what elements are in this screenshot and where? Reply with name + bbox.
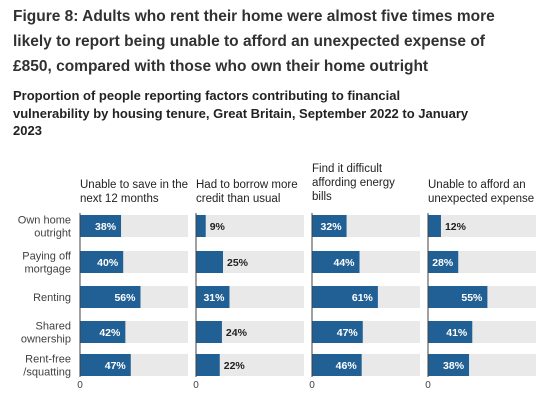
panel-heading: Find it difficult affording energy bills bbox=[312, 163, 395, 203]
category-label-line: mortgage bbox=[25, 264, 71, 276]
data-label: 9% bbox=[210, 221, 226, 233]
panel-heading-line: Had to borrow more bbox=[196, 179, 298, 191]
category-label-line: Shared bbox=[36, 321, 71, 333]
data-label: 42% bbox=[99, 327, 121, 339]
panel-heading: Unable to save in the next 12 months bbox=[80, 179, 188, 205]
category-label-line: Renting bbox=[33, 292, 71, 304]
bar bbox=[80, 286, 141, 308]
category-label: Own home outright bbox=[18, 215, 71, 240]
title-line: likely to report being unable to afford … bbox=[13, 33, 485, 50]
panel-heading-line: unexpected expense bbox=[428, 193, 534, 205]
data-label: 38% bbox=[95, 221, 117, 233]
title-line: Figure 8: Adults who rent their home wer… bbox=[13, 8, 495, 25]
data-label: 22% bbox=[224, 360, 246, 372]
data-label: 41% bbox=[446, 327, 468, 339]
category-label: Renting bbox=[33, 292, 71, 304]
bar bbox=[428, 286, 488, 308]
data-label: 46% bbox=[336, 360, 358, 372]
bar bbox=[196, 215, 206, 237]
data-label: 61% bbox=[352, 292, 374, 304]
panel-heading-line: Find it difficult bbox=[312, 163, 383, 175]
panel-heading-line: bills bbox=[312, 191, 332, 203]
bar bbox=[312, 354, 362, 376]
category-label-line: Rent-free bbox=[25, 354, 71, 366]
bar bbox=[428, 354, 470, 376]
x-tick-label: 0 bbox=[425, 380, 431, 391]
data-label: 28% bbox=[432, 257, 454, 269]
panel-heading-line: credit than usual bbox=[196, 193, 280, 205]
data-label: 12% bbox=[445, 221, 467, 233]
category-label-line: outright bbox=[34, 228, 71, 240]
bar-track bbox=[428, 215, 536, 237]
panel-heading-line: Unable to save in the bbox=[80, 179, 188, 191]
bar-track bbox=[196, 354, 304, 376]
panel-heading-line: next 12 months bbox=[80, 193, 159, 205]
bar bbox=[80, 251, 124, 273]
x-tick-label: 0 bbox=[77, 380, 83, 391]
data-label: 32% bbox=[321, 221, 343, 233]
bar bbox=[312, 215, 347, 237]
category-label-line: /squatting bbox=[23, 367, 71, 379]
subtitle-line: vulnerability by housing tenure, Great B… bbox=[13, 105, 469, 121]
data-label: 47% bbox=[105, 360, 127, 372]
data-label: 56% bbox=[114, 292, 136, 304]
subtitle-line: 2023 bbox=[13, 123, 42, 138]
bar bbox=[196, 251, 223, 273]
bar bbox=[428, 251, 459, 273]
panel-heading: Unable to afford an unexpected expense bbox=[428, 179, 534, 205]
data-label: 25% bbox=[227, 257, 249, 269]
category-label: Paying off mortgage bbox=[22, 251, 72, 276]
x-tick-label: 0 bbox=[309, 380, 315, 391]
bar bbox=[312, 251, 360, 273]
bar bbox=[80, 215, 122, 237]
bar bbox=[312, 321, 363, 343]
category-label-line: Paying off bbox=[22, 251, 72, 263]
bar bbox=[80, 321, 126, 343]
bar-track bbox=[196, 215, 304, 237]
panel-heading-line: Unable to afford an bbox=[428, 179, 526, 191]
subtitle-line: Proportion of people reporting factors c… bbox=[13, 88, 401, 103]
data-label: 38% bbox=[443, 360, 465, 372]
x-tick-label: 0 bbox=[193, 380, 199, 391]
panel-heading: Had to borrow more credit than usual bbox=[196, 179, 298, 205]
bar bbox=[428, 321, 473, 343]
bar bbox=[80, 354, 131, 376]
panel-heading-line: affording energy bbox=[312, 177, 395, 189]
title-line: £850, compared with those who own their … bbox=[13, 58, 429, 75]
category-label-line: Own home bbox=[18, 215, 71, 227]
bar bbox=[196, 286, 230, 308]
chart-title: Figure 8: Adults who rent their home wer… bbox=[13, 4, 543, 79]
data-label: 40% bbox=[97, 257, 119, 269]
bar-track bbox=[196, 321, 304, 343]
data-label: 44% bbox=[334, 257, 356, 269]
category-label-line: ownership bbox=[21, 334, 71, 346]
bar bbox=[196, 321, 222, 343]
category-label: Shared ownership bbox=[21, 321, 71, 346]
data-label: 47% bbox=[337, 327, 359, 339]
data-label: 31% bbox=[203, 292, 225, 304]
bar bbox=[312, 286, 378, 308]
chart-subtitle: Proportion of people reporting factors c… bbox=[13, 87, 543, 140]
data-label: 24% bbox=[226, 327, 248, 339]
bar bbox=[196, 354, 220, 376]
category-label: Rent-free/squatting bbox=[23, 354, 71, 379]
bar bbox=[428, 215, 441, 237]
data-label: 55% bbox=[461, 292, 483, 304]
